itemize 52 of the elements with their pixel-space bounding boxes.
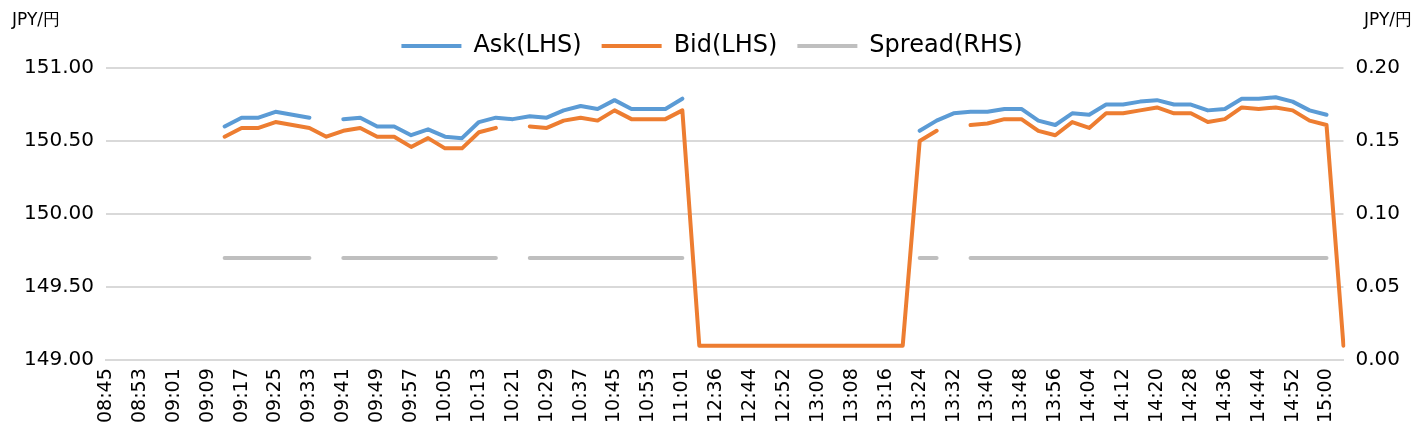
x-tick-label: 10:45	[601, 368, 624, 424]
x-tick-label: 14:36	[1211, 368, 1234, 424]
x-tick-label: 11:01	[669, 368, 692, 424]
x-tick-label: 10:21	[499, 368, 522, 424]
x-tick-label: 09:49	[364, 368, 387, 424]
x-tick-label: 09:41	[330, 368, 353, 424]
x-tick-label: 14:12	[1110, 368, 1133, 424]
x-tick-label: 14:20	[1143, 368, 1166, 424]
x-tick-label: 12:44	[737, 368, 760, 424]
x-tick-label: 13:32	[940, 368, 963, 424]
y-tick-label: 150.50	[24, 127, 94, 152]
x-tick-label: 13:48	[1008, 368, 1031, 424]
x-tick-label: 15:00	[1313, 368, 1336, 424]
x-tick-label: 09:09	[194, 368, 217, 424]
x-tick-label: 14:04	[1076, 368, 1099, 424]
x-tick-label: 13:08	[838, 368, 861, 424]
y-tick-label: 149.00	[24, 346, 94, 371]
legend-label: Bid(LHS)	[673, 30, 778, 59]
y-axis-title: JPY/円	[11, 8, 61, 29]
y-tick-label: 149.50	[24, 273, 94, 298]
y2-tick-label: 0.15	[1355, 127, 1400, 152]
x-tick-label: 12:36	[703, 368, 726, 424]
x-tick-label: 13:40	[974, 368, 997, 424]
legend-label: Ask(LHS)	[473, 30, 582, 59]
x-tick-label: 14:28	[1177, 368, 1200, 424]
y-tick-label: 151.00	[24, 54, 94, 79]
x-tick-label: 09:57	[398, 368, 421, 424]
x-tick-label: 09:25	[262, 368, 285, 424]
x-tick-label: 13:56	[1042, 368, 1065, 424]
x-tick-label: 13:16	[872, 368, 895, 424]
x-tick-label: 09:33	[296, 368, 319, 424]
x-tick-label: 10:29	[533, 368, 556, 424]
x-tick-label: 14:44	[1245, 368, 1268, 424]
x-tick-label: 08:53	[126, 368, 149, 424]
x-tick-label: 10:13	[465, 368, 488, 424]
x-tick-label: 12:52	[770, 368, 793, 424]
x-tick-label: 10:53	[635, 368, 658, 424]
y2-tick-label: 0.05	[1355, 273, 1400, 298]
y2-axis-title: JPY/円	[1362, 8, 1412, 29]
y-tick-label: 150.00	[24, 200, 94, 225]
x-tick-label: 10:05	[431, 368, 454, 424]
x-tick-label: 10:37	[567, 368, 590, 424]
x-tick-label: 09:01	[160, 368, 183, 424]
x-tick-label: 13:24	[906, 368, 929, 424]
legend-label: Spread(RHS)	[869, 30, 1023, 59]
x-tick-label: 14:52	[1279, 368, 1302, 424]
y2-tick-label: 0.10	[1355, 200, 1400, 225]
x-tick-label: 13:00	[804, 368, 827, 424]
y2-tick-label: 0.20	[1355, 54, 1400, 79]
y2-tick-label: 0.00	[1355, 346, 1400, 371]
x-tick-label: 08:45	[92, 368, 115, 424]
x-tick-label: 09:17	[228, 368, 251, 424]
